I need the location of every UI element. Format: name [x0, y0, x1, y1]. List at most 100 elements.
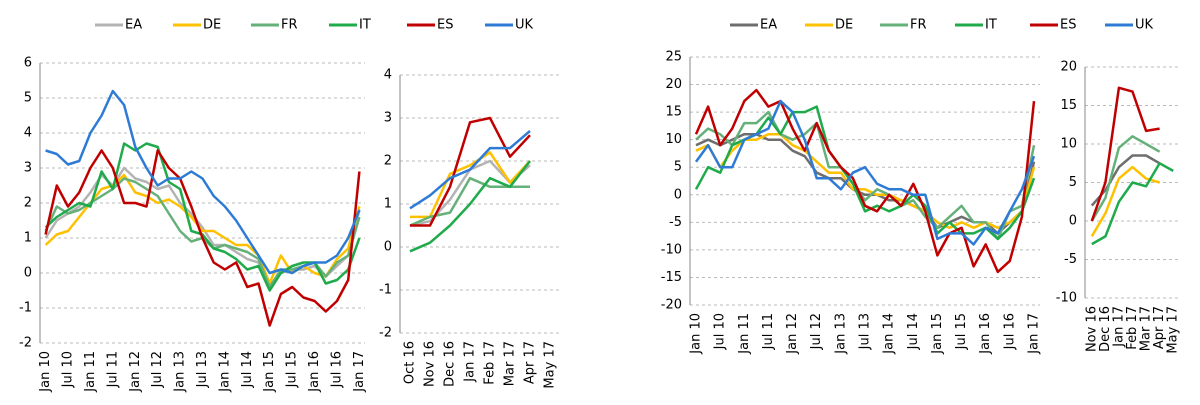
legend-label: ES [437, 18, 453, 33]
x-tick-label: Jan 17 [1111, 306, 1126, 348]
y-tick-label: 20 [665, 77, 682, 92]
y-tick-label: 2 [24, 196, 32, 211]
x-tick-label: Jul 11 [105, 351, 120, 388]
x-tick-label: Jan 14 [882, 313, 897, 355]
x-tick-label: Jan 15 [930, 313, 945, 355]
y-tick-label: 2 [384, 154, 392, 169]
y-tick-label: 3 [24, 161, 32, 176]
y-tick-label: -1 [379, 283, 392, 298]
legend-label: EA [760, 18, 777, 33]
x-tick-label: Jul 13 [195, 351, 210, 388]
y-tick-label: 4 [384, 68, 392, 83]
series-line [1090, 135, 1161, 222]
y-tick-label: -15 [661, 270, 682, 285]
series-line [44, 173, 361, 285]
y-tick-label: 0 [1069, 214, 1077, 229]
x-tick-label: Jan 17 [1026, 313, 1041, 355]
y-tick-label: 10 [665, 132, 682, 147]
x-tick-label: Nov 16 [423, 341, 438, 387]
y-tick-label: 20 [1060, 60, 1077, 75]
y-tick-label: -2 [19, 336, 32, 351]
x-tick-label: May 17 [543, 341, 558, 389]
series-line [694, 105, 1036, 241]
x-tick-label: Mar 17 [503, 341, 518, 386]
legend-label: FR [910, 18, 927, 33]
y-tick-label: 10 [1060, 137, 1077, 152]
series-line [45, 89, 361, 275]
x-tick-label: Jul 15 [954, 313, 969, 350]
x-tick-label: Jan 12 [128, 351, 143, 393]
legend-label: ES [1060, 18, 1076, 33]
legend-label: IT [359, 18, 371, 33]
y-tick-label: 5 [24, 91, 32, 106]
legend-label: UK [515, 18, 534, 33]
y-tick-label: 15 [1060, 98, 1077, 113]
legend-label: UK [1135, 18, 1154, 33]
x-tick-label: Jan 17 [463, 341, 478, 383]
series-line [44, 166, 361, 289]
x-tick-label: Jul 10 [61, 351, 76, 388]
x-tick-label: Jan 13 [173, 351, 188, 393]
y-tick-label: 15 [665, 105, 682, 120]
x-tick-label: Jan 12 [785, 313, 800, 355]
series-line [694, 88, 1036, 274]
series-line [1091, 162, 1174, 246]
x-tick-label: Jul 16 [329, 351, 344, 388]
y-tick-label: 3 [384, 111, 392, 126]
y-tick-label: 0 [384, 240, 392, 255]
x-tick-label: Oct 16 [403, 341, 418, 384]
x-tick-label: Jul 13 [858, 313, 873, 350]
y-tick-label: -20 [661, 298, 682, 313]
legend-label: DE [835, 18, 853, 33]
x-tick-label: Feb 17 [1125, 306, 1140, 350]
x-tick-label: Jan 17 [352, 351, 367, 393]
x-tick-label: Feb 17 [483, 341, 498, 385]
chart: -2 -1 0 1 2 3 4 5 6 Jan 10 Jul 10 Jan 11 Jul 11 Jan 1… [19, 18, 533, 393]
x-tick-label: Jul 12 [150, 351, 165, 388]
y-tick-label: 25 [665, 50, 682, 65]
series-line [44, 149, 361, 327]
x-tick-label: Jan 16 [978, 313, 993, 355]
series-line [409, 160, 531, 253]
y-tick-label: 5 [674, 160, 682, 175]
x-tick-label: Jan 13 [833, 313, 848, 355]
y-tick-label: 0 [674, 187, 682, 202]
x-tick-label: Jan 14 [217, 351, 232, 393]
series-line [1090, 154, 1161, 207]
series-line [410, 116, 531, 227]
y-tick-label: -10 [661, 242, 682, 257]
series-line [695, 132, 1036, 230]
x-tick-label: Jan 16 [307, 351, 322, 393]
x-tick-label: Jan 10 [689, 313, 704, 355]
chart: -20 -15 -10 -5 0 5 10 15 20 25 Jan 10 Jul 10 Jan 11 J… [661, 18, 1154, 355]
x-tick-label: Jul 15 [285, 351, 300, 388]
y-tick-label: 5 [1069, 175, 1077, 190]
y-tick-label: 0 [24, 266, 32, 281]
x-tick-label: Mar 17 [1139, 306, 1154, 351]
y-tick-label: -5 [669, 215, 682, 230]
x-tick-label: Jan 11 [737, 313, 752, 355]
x-tick-label: Jul 14 [906, 313, 921, 350]
series-line [1090, 86, 1160, 222]
y-tick-label: -10 [1056, 291, 1077, 306]
x-tick-label: Jul 16 [1002, 313, 1017, 350]
x-tick-label: Jan 10 [38, 351, 53, 393]
series-line [695, 132, 1036, 235]
chart: -2 -1 0 1 2 3 4 Oct 16 Nov 16 Dec 16 Jan 17 Feb 17 M… [379, 68, 560, 389]
y-tick-label: 1 [384, 197, 392, 212]
x-tick-label: Jan 15 [262, 351, 277, 393]
y-tick-label: 6 [24, 56, 32, 71]
y-tick-label: -5 [1064, 252, 1077, 267]
x-tick-label: Nov 16 [1084, 306, 1099, 352]
y-tick-label: -2 [379, 326, 392, 341]
series-line [694, 99, 1036, 246]
x-tick-label: Dec 16 [443, 341, 458, 387]
series-line [695, 110, 1036, 241]
x-tick-label: Jul 14 [240, 351, 255, 388]
y-tick-label: 1 [24, 231, 32, 246]
series-line [1090, 165, 1160, 238]
x-tick-label: May 17 [1166, 306, 1181, 354]
